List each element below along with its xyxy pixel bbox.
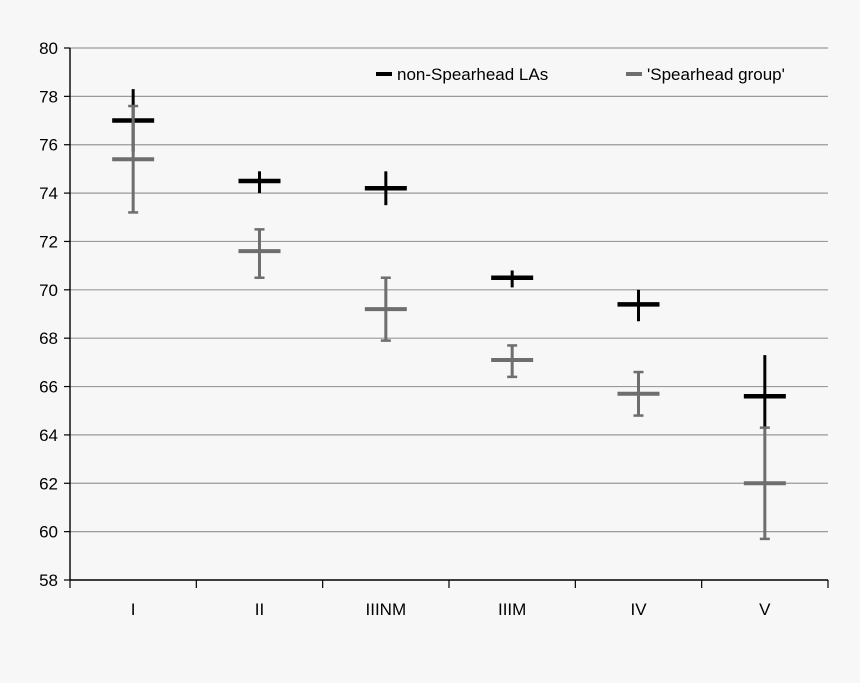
y-tick-label: 78	[39, 87, 58, 106]
y-tick-label: 66	[39, 378, 58, 397]
data-point-1-5	[743, 426, 786, 541]
y-tick-label: 60	[39, 523, 58, 542]
data-point-1-4	[617, 370, 660, 417]
data-point-0-3	[491, 270, 534, 288]
data-point-1-3	[491, 344, 534, 379]
gridlines	[70, 47, 828, 533]
x-tick-label: IIINM	[366, 600, 407, 619]
data-point-1-1	[238, 228, 281, 279]
x-tick-label: I	[131, 600, 136, 619]
legend: non-Spearhead LAs 'Spearhead group'	[376, 65, 785, 84]
legend-label-non-spearhead: non-Spearhead LAs	[397, 65, 548, 84]
x-tick-label: V	[759, 600, 771, 619]
y-tick-label: 74	[39, 184, 58, 203]
y-tick-label: 62	[39, 474, 58, 493]
y-tick-label: 64	[39, 426, 58, 445]
data-point-0-1	[238, 171, 281, 194]
y-tick-label: 58	[39, 571, 58, 590]
data-point-0-4	[617, 289, 660, 322]
data-point-1-0	[112, 104, 155, 214]
data-point-0-5	[743, 355, 786, 428]
x-tick-label: IV	[630, 600, 647, 619]
y-tick-label: 76	[39, 136, 58, 155]
x-tick-label: II	[255, 600, 264, 619]
data-point-0-2	[364, 171, 407, 206]
y-tick-label: 68	[39, 329, 58, 348]
y-tick-label: 70	[39, 281, 58, 300]
y-tick-label: 72	[39, 232, 58, 251]
y-tick-label: 80	[39, 39, 58, 58]
data-point-1-2	[364, 276, 407, 342]
legend-label-spearhead: 'Spearhead group'	[647, 65, 785, 84]
x-tick-label: IIIM	[498, 600, 526, 619]
data-series	[112, 89, 786, 541]
